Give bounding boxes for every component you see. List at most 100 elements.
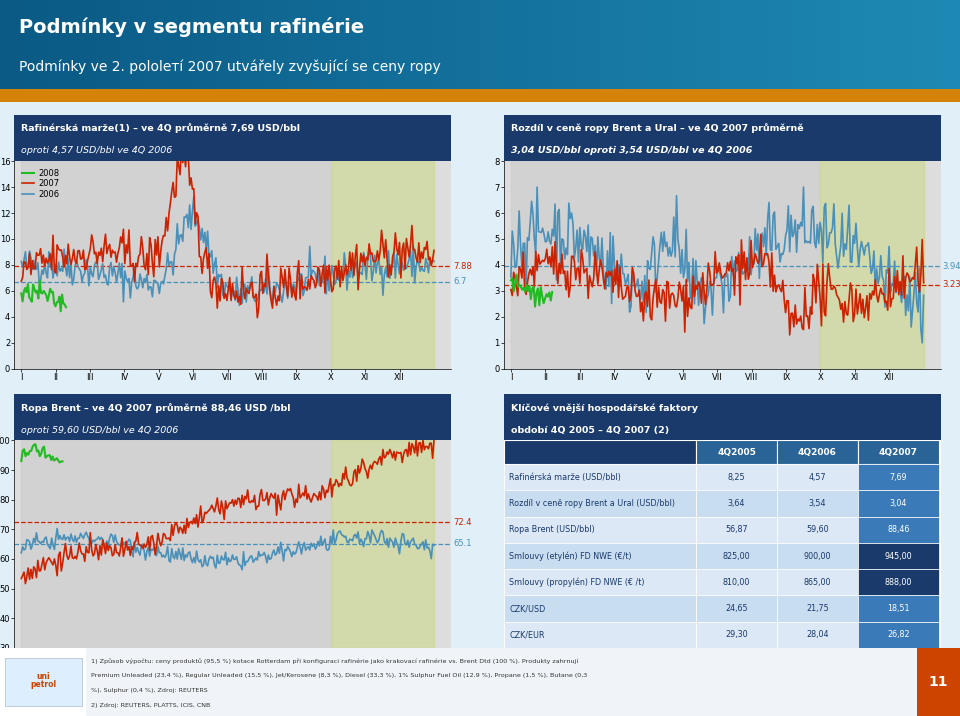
Bar (858, 490, 939, 517)
Bar (72, 0, 96, 90)
Legend: 2008, 2007, 2006: 2008, 2007, 2006 (18, 165, 63, 202)
Bar (936, 0, 960, 90)
Bar (777, 464, 858, 490)
Bar (216, 0, 240, 90)
Bar (696, 0, 720, 90)
Text: 24,65: 24,65 (726, 604, 748, 613)
Bar (744, 0, 768, 90)
Bar (504, 569, 696, 596)
Bar (331, 161, 434, 369)
Text: 7,69: 7,69 (889, 473, 907, 482)
Bar (696, 543, 777, 569)
Text: 29,30: 29,30 (726, 630, 748, 639)
Bar (858, 569, 939, 596)
Bar (96, 0, 120, 90)
Text: Rozdíl v ceně ropy Brent a Ural – ve 4Q 2007 průměrně: Rozdíl v ceně ropy Brent a Ural – ve 4Q … (511, 124, 804, 133)
Bar (768, 0, 792, 90)
Text: Podmínky v segmentu rafinérie: Podmínky v segmentu rafinérie (19, 17, 365, 37)
Bar (696, 621, 777, 648)
Bar (120, 0, 144, 90)
Bar (312, 0, 336, 90)
Bar (480, 0, 504, 90)
Bar (552, 0, 576, 90)
Text: 72.4: 72.4 (453, 518, 471, 527)
Bar (432, 0, 456, 90)
Bar (858, 464, 939, 490)
Bar (624, 0, 648, 90)
Text: 88,46: 88,46 (887, 526, 909, 534)
Bar (192, 0, 216, 90)
Bar (0, 648, 86, 716)
Text: 945,00: 945,00 (884, 551, 912, 561)
Bar (917, 648, 960, 716)
Bar (858, 543, 939, 569)
Bar (504, 596, 696, 621)
Bar (408, 0, 432, 90)
Bar (336, 0, 360, 90)
Text: 1) Způsob výpočtu: ceny produktů (95,5 %) kotace Rotterdam při konfiguraci rafin: 1) Způsob výpočtu: ceny produktů (95,5 %… (91, 658, 579, 664)
Text: Rafinérská marže(1) – ve 4Q průměrně 7,69 USD/bbl: Rafinérská marže(1) – ve 4Q průměrně 7,6… (21, 124, 300, 133)
Text: uni
petrol: uni petrol (30, 672, 57, 690)
Bar (696, 490, 777, 517)
Bar (777, 543, 858, 569)
Text: 26,82: 26,82 (887, 630, 909, 639)
Bar (648, 0, 672, 90)
Text: 2) Zdroj: REUTERS, PLATTS, ICIS, CNB: 2) Zdroj: REUTERS, PLATTS, ICIS, CNB (91, 703, 210, 708)
Text: 4Q2006: 4Q2006 (798, 448, 837, 457)
Bar (528, 0, 552, 90)
Text: 4Q2007: 4Q2007 (878, 448, 918, 457)
Bar (777, 596, 858, 621)
Text: oproti 59,60 USD/bbl ve 4Q 2006: oproti 59,60 USD/bbl ve 4Q 2006 (21, 425, 179, 435)
Bar (816, 0, 840, 90)
Bar (792, 0, 816, 90)
Text: Premium Unleaded (23,4 %), Regular Unleaded (15,5 %), Jet/Kerosene (8,3 %), Dies: Premium Unleaded (23,4 %), Regular Unlea… (91, 673, 588, 678)
Text: období 4Q 2005 – 4Q 2007 (2): období 4Q 2005 – 4Q 2007 (2) (511, 425, 669, 435)
Bar (600, 0, 624, 90)
Bar (696, 569, 777, 596)
Text: Klíčové vnější hospodářské faktory: Klíčové vnější hospodářské faktory (511, 403, 698, 412)
Text: 65.1: 65.1 (453, 539, 471, 548)
Bar (777, 440, 858, 464)
Text: %), Sulphur (0,4 %), Zdroj: REUTERS: %), Sulphur (0,4 %), Zdroj: REUTERS (91, 688, 208, 693)
Bar (331, 440, 434, 648)
Text: 4,57: 4,57 (808, 473, 827, 482)
Text: Ropa Brent (USD/bbl): Ropa Brent (USD/bbl) (509, 526, 595, 534)
Text: Smlouvy (etylén) FD NWE (€/t): Smlouvy (etylén) FD NWE (€/t) (509, 551, 632, 561)
Text: 7.88: 7.88 (453, 262, 471, 271)
Text: 3.94: 3.94 (943, 262, 960, 271)
Bar (288, 0, 312, 90)
Bar (21, 161, 331, 369)
Text: 825,00: 825,00 (723, 551, 751, 561)
Bar (858, 621, 939, 648)
Text: 56,87: 56,87 (726, 526, 748, 534)
Text: 4Q2005: 4Q2005 (717, 448, 756, 457)
Text: 6.7: 6.7 (453, 277, 467, 286)
Text: Rafinérská marže (USD/bbl): Rafinérská marže (USD/bbl) (509, 473, 621, 482)
Bar (384, 0, 408, 90)
Bar (696, 596, 777, 621)
Text: 18,51: 18,51 (887, 604, 909, 613)
Text: 21,75: 21,75 (806, 604, 828, 613)
Text: 11: 11 (928, 675, 948, 689)
Bar (168, 0, 192, 90)
Bar (858, 596, 939, 621)
Bar (504, 490, 696, 517)
Text: Ropa Brent – ve 4Q 2007 průměrně 88,46 USD /bbl: Ropa Brent – ve 4Q 2007 průměrně 88,46 U… (21, 403, 291, 412)
Bar (360, 0, 384, 90)
Bar (48, 0, 72, 90)
Text: 810,00: 810,00 (723, 578, 751, 587)
Bar (240, 0, 264, 90)
Bar (821, 161, 924, 369)
Bar (858, 517, 939, 543)
Bar (777, 621, 858, 648)
Bar (840, 0, 864, 90)
Bar (264, 0, 288, 90)
Text: CZK/EUR: CZK/EUR (509, 630, 544, 639)
Text: 8,25: 8,25 (728, 473, 745, 482)
Bar (144, 0, 168, 90)
Text: 3,04 USD/bbl oproti 3,54 USD/bbl ve 4Q 2006: 3,04 USD/bbl oproti 3,54 USD/bbl ve 4Q 2… (511, 146, 752, 155)
Bar (888, 0, 912, 90)
Bar (504, 0, 528, 90)
Bar (696, 517, 777, 543)
Text: 3,04: 3,04 (890, 499, 907, 508)
